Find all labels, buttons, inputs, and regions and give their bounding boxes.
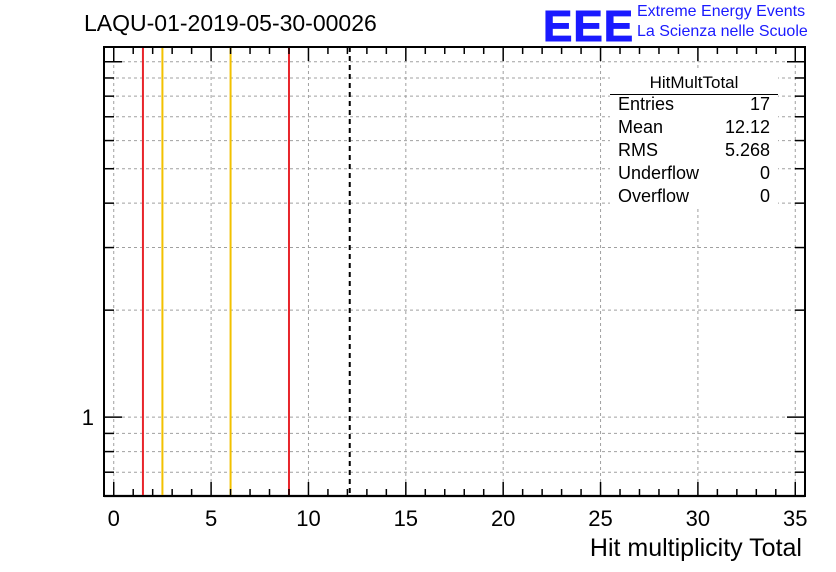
stats-value: 17 [749,94,770,114]
stats-separator [610,94,778,95]
y-tick-label: 1 [82,405,94,430]
stats-label: Overflow [618,186,690,206]
stats-title: HitMultTotal [649,73,739,92]
x-tick-label: 0 [108,506,120,531]
stats-label: Mean [618,117,664,137]
x-tick-label: 30 [686,506,710,531]
stats-value: 0 [759,163,770,183]
grid-layer [104,47,805,496]
marker-lines-layer [141,47,351,496]
stats-label: RMS [618,140,658,160]
logo-text-line2: La Scienza nelle Scuole [637,23,808,40]
x-tick-label: 10 [296,506,320,531]
stats-box: HitMultTotal Entries 17 Mean 12.12 RMS 5… [610,71,778,208]
x-tick-label: 25 [588,506,612,531]
x-tick-label: 20 [491,506,515,531]
stats-value: 5.268 [724,140,770,160]
x-tick-label: 35 [783,506,807,531]
stats-label: Underflow [618,163,700,183]
x-tick-label: 15 [394,506,418,531]
stats-row-entries: Entries 17 [618,94,770,116]
chart-title: LAQU-01-2019-05-30-00026 [84,10,377,36]
stats-value: 0 [759,186,770,206]
eee-logo: EEE [542,2,635,52]
frame-layer [103,46,806,497]
stats-row-rms: RMS 5.268 [618,140,770,162]
x-axis-label: Hit multiplicity Total [589,534,802,562]
stats-label: Entries [618,94,675,114]
plot-frame [103,46,806,497]
stats-row-overflow: Overflow 0 [618,186,770,208]
stats-row-underflow: Underflow 0 [618,163,770,185]
logo-text-line1: Extreme Energy Events [637,3,806,20]
x-tick-label: 5 [205,506,217,531]
tick-layer: 0 5 10 15 20 25 30 35 1 [82,47,808,531]
stats-value: 12.12 [724,117,770,137]
stats-row-mean: Mean 12.12 [618,117,770,139]
